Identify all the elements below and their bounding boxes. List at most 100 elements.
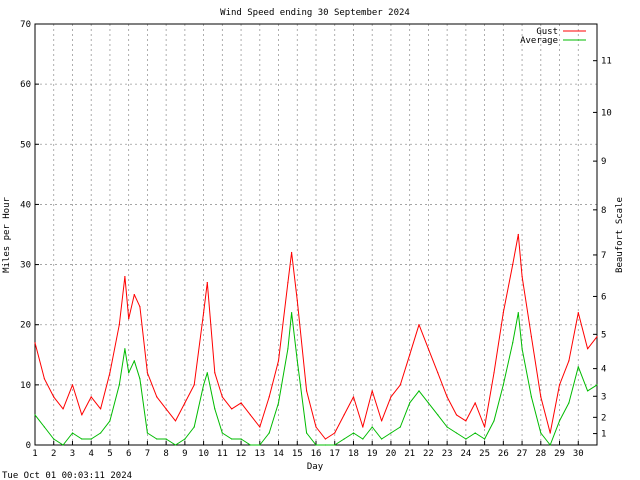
series-point-gust [352,396,355,398]
series-point-average [139,378,141,380]
series-point-average [146,432,148,434]
series-point-gust [517,233,519,236]
series-point-average [399,426,401,428]
series-point-average [277,402,280,404]
series-point-average [231,438,233,440]
series-point-gust [90,396,92,398]
series-point-gust [409,354,411,356]
series-point-average [484,438,486,440]
x-tick-label: 15 [292,449,303,459]
beaufort-tick-label: 4 [601,365,606,375]
legend-label-average: Average [520,36,558,46]
series-point-gust [81,414,83,416]
x-tick-label: 5 [107,449,112,459]
series-point-gust [493,372,495,374]
x-tick-label: 9 [182,449,187,459]
series-point-gust [277,360,280,362]
series-point-average [371,426,373,428]
series-point-gust [43,378,46,380]
series-point-gust [455,414,458,416]
series-point-average [540,432,542,434]
y-tick-label: 10 [20,381,31,391]
x-tick-label: 7 [145,449,150,459]
x-tick-label: 2 [51,449,56,459]
x-tick-label: 11 [217,449,228,459]
series-point-gust [133,294,135,296]
series-point-gust [390,396,392,398]
y-tick-label: 60 [20,80,31,90]
beaufort-tick-label: 2 [601,413,606,423]
series-point-average [291,312,293,314]
series-point-average [577,366,579,368]
series-point-average [352,432,355,434]
series-point-gust [465,420,467,422]
series-point-gust [343,414,345,416]
series-point-gust [193,384,195,386]
x-tick-label: 25 [479,449,490,459]
x-tick-label: 17 [329,449,340,459]
series-point-average [156,438,158,440]
series-point-average [214,408,216,410]
beaufort-tick-label: 10 [601,108,612,118]
x-tick-label: 30 [573,449,584,459]
series-point-average [109,420,111,422]
series-point-gust [174,420,177,422]
series-point-average [287,348,289,350]
y-tick-label: 40 [20,200,31,210]
series-point-average [493,420,495,422]
series-point-gust [231,408,233,410]
series-point-average [249,444,251,446]
series-point-gust [214,372,216,374]
series-point-average [512,342,514,344]
series-point-average [521,348,523,350]
series-point-gust [165,408,167,410]
series-point-gust [100,408,102,410]
series-point-gust [530,336,533,338]
series-point-gust [221,396,223,398]
y-tick-label: 70 [20,20,31,30]
series-point-average [206,372,208,374]
beaufort-tick-label: 7 [601,251,606,261]
beaufort-tick-label: 6 [601,292,606,302]
series-point-average [43,426,46,428]
series-point-gust [259,426,261,428]
series-point-gust [146,372,148,374]
y-tick-label: 30 [20,261,31,271]
series-point-average [203,384,205,386]
x-tick-label: 27 [517,449,528,459]
series-point-gust [306,390,308,392]
series-point-gust [558,384,561,386]
series-point-average [455,432,458,434]
series-point-average [587,390,589,392]
grid-lines [35,24,597,445]
series-point-gust [324,438,326,440]
series-point-gust [427,348,429,350]
series-line-average [34,312,598,446]
series-point-gust [203,312,205,314]
x-tick-label: 3 [70,449,75,459]
x-tick-label: 19 [367,449,378,459]
series-point-average [128,372,130,374]
series-point-gust [124,276,126,278]
series-point-gust [109,372,111,374]
x-tick-label: 1 [32,449,37,459]
series-point-average [530,396,533,398]
series-point-average [259,444,261,446]
series-point-average [465,438,467,440]
x-tick-label: 13 [254,449,265,459]
series-point-average [100,432,102,434]
x-tick-label: 8 [163,449,168,459]
series-point-gust [156,396,158,398]
x-tick-label: 21 [404,449,415,459]
beaufort-tick-label: 11 [601,57,612,67]
x-tick-label: 29 [554,449,565,459]
series-point-gust [540,396,542,398]
x-tick-label: 22 [423,449,434,459]
series-point-gust [128,318,130,320]
x-tick-label: 10 [198,449,209,459]
series-point-gust [62,408,64,410]
y-tick-label: 20 [20,321,31,331]
series-point-average [34,414,36,416]
x-tick-label: 18 [348,449,359,459]
